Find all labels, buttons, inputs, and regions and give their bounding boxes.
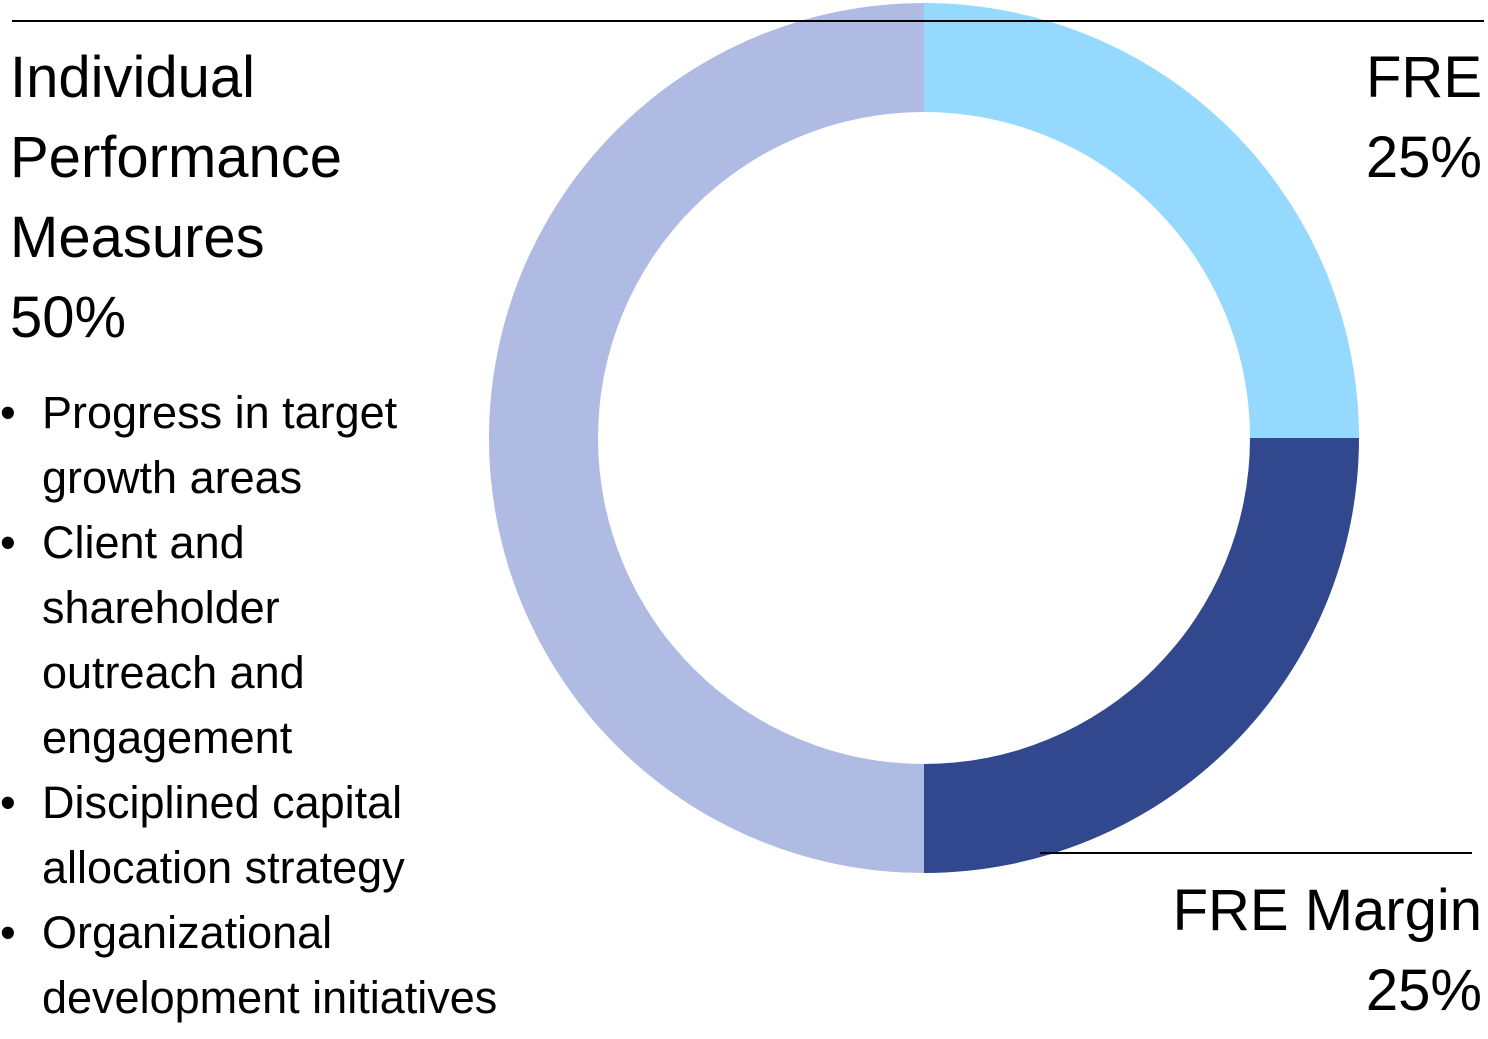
measure-text: Organizational development initiatives bbox=[42, 907, 498, 1023]
fre-margin-divider-line bbox=[1040, 852, 1472, 854]
measure-text: Progress in target growth areas bbox=[42, 387, 398, 503]
measure-text: Client and shareholder outreach and enga… bbox=[42, 517, 305, 763]
list-item: • Client and shareholder outreach and eng… bbox=[0, 510, 497, 770]
donut-slices bbox=[489, 3, 1359, 873]
measure-text: Disciplined capital allocation strategy bbox=[42, 777, 405, 893]
bullet-icon: • bbox=[0, 387, 16, 438]
list-item: • Organizational development initiatives bbox=[0, 900, 497, 1030]
donut-slice-fre-margin bbox=[924, 438, 1359, 873]
individual-measures-list: • Progress in target growth areas • Client… bbox=[0, 380, 497, 1030]
bullet-icon: • bbox=[0, 777, 16, 828]
individual-performance-label: Individual Performance Measures 50% bbox=[10, 45, 343, 350]
fre-margin-label: FRE Margin 25% bbox=[1172, 878, 1482, 1023]
bullet-icon: • bbox=[0, 907, 16, 958]
donut-slice-individual-performance-measures bbox=[489, 3, 924, 873]
donut-slice-fre bbox=[924, 3, 1359, 438]
top-divider-line bbox=[12, 20, 1484, 22]
fre-label: FRE 25% bbox=[1365, 45, 1482, 190]
list-item: • Disciplined capital allocation strategy bbox=[0, 770, 497, 900]
bullet-icon: • bbox=[0, 517, 16, 568]
list-item: • Progress in target growth areas bbox=[0, 380, 497, 510]
